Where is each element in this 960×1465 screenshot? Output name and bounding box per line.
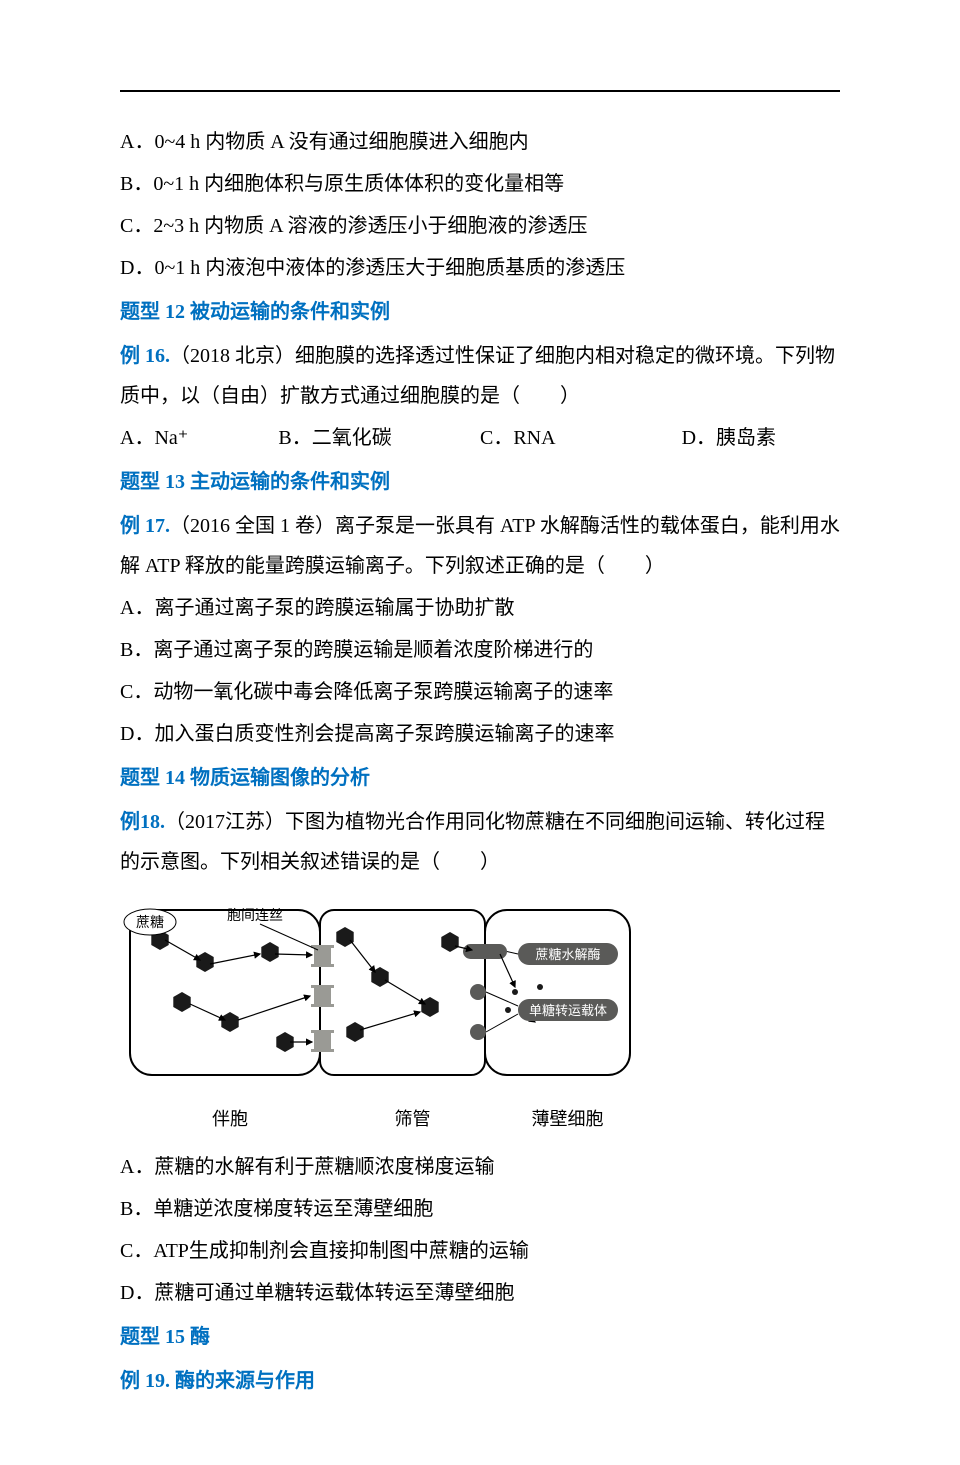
- caption-parenchyma: 薄壁细胞: [495, 1101, 640, 1137]
- section-13-heading: 题型 13 主动运输的条件和实例: [120, 462, 840, 502]
- ex18-choice-d: D．蔗糖可通过单糖转运载体转运至薄壁细胞: [120, 1273, 840, 1313]
- diagram-captions: 伴胞 筛管 薄壁细胞: [130, 1101, 650, 1137]
- ex18-choice-b: B．单糖逆浓度梯度转运至薄壁细胞: [120, 1189, 840, 1229]
- prev-choice-d: D．0~1 h 内液泡中液体的渗透压大于细胞质基质的渗透压: [120, 248, 840, 288]
- example-16-choices: A．Na⁺ B．二氧化碳 C．RNA D．胰岛素: [120, 418, 840, 458]
- svg-text:蔗糖水解酶: 蔗糖水解酶: [535, 947, 600, 962]
- ex16-choice-c: C．RNA: [480, 418, 682, 458]
- section-14-heading: 题型 14 物质运输图像的分析: [120, 758, 840, 798]
- ex16-choice-d: D．胰岛素: [682, 418, 840, 458]
- ex16-choice-a: A．Na⁺: [120, 418, 278, 458]
- example-19-line: 例 19. 酶的来源与作用: [120, 1361, 840, 1401]
- ex17-choice-d: D．加入蛋白质变性剂会提高离子泵跨膜运输离子的速率: [120, 714, 840, 754]
- top-rule: [120, 90, 840, 92]
- example-17-stem: 例 17.（2016 全国 1 卷）离子泵是一张具有 ATP 水解酶活性的载体蛋…: [120, 506, 840, 586]
- svg-text:蔗糖: 蔗糖: [136, 915, 164, 931]
- svg-text:单糖转运载体: 单糖转运载体: [529, 1003, 607, 1018]
- example-18-text: （2017江苏）下图为植物光合作用同化物蔗糖在不同细胞间运输、转化过程的示意图。…: [120, 811, 825, 873]
- ex17-choice-b: B．离子通过离子泵的跨膜运输是顺着浓度阶梯进行的: [120, 630, 840, 670]
- example-18-stem: 例18.（2017江苏）下图为植物光合作用同化物蔗糖在不同细胞间运输、转化过程的…: [120, 802, 840, 882]
- example-16-label: 例 16.: [120, 345, 170, 367]
- example-19-subtitle: 酶的来源与作用: [175, 1370, 315, 1392]
- example-17-text: （2016 全国 1 卷）离子泵是一张具有 ATP 水解酶活性的载体蛋白，能利用…: [120, 515, 840, 577]
- ex17-choice-a: A．离子通过离子泵的跨膜运输属于协助扩散: [120, 588, 840, 628]
- diagram-svg: 蔗糖 胞间连丝蔗糖水解酶单糖转运载体: [120, 892, 640, 1097]
- ex17-choice-c: C．动物一氧化碳中毒会降低离子泵跨膜运输离子的速率: [120, 672, 840, 712]
- ex18-choice-c: C．ATP生成抑制剂会直接抑制图中蔗糖的运输: [120, 1231, 840, 1271]
- ex18-choice-a: A．蔗糖的水解有利于蔗糖顺浓度梯度运输: [120, 1147, 840, 1187]
- example-19-label: 例 19.: [120, 1370, 170, 1392]
- sucrose-transport-diagram: 蔗糖 胞间连丝蔗糖水解酶单糖转运载体 伴胞 筛管 薄壁细胞: [120, 892, 840, 1137]
- example-16-text: （2018 北京）细胞膜的选择透过性保证了细胞内相对稳定的微环境。下列物质中，以…: [120, 345, 835, 407]
- caption-companion-cell: 伴胞: [130, 1101, 330, 1137]
- svg-text:胞间连丝: 胞间连丝: [227, 908, 283, 924]
- prev-choice-a: A．0~4 h 内物质 A 没有通过细胞膜进入细胞内: [120, 122, 840, 162]
- example-18-label: 例18.: [120, 811, 165, 833]
- prev-choice-b: B．0~1 h 内细胞体积与原生质体体积的变化量相等: [120, 164, 840, 204]
- example-17-label: 例 17.: [120, 515, 170, 537]
- section-15-heading: 题型 15 酶: [120, 1317, 840, 1357]
- caption-sieve-tube: 筛管: [330, 1101, 495, 1137]
- section-12-heading: 题型 12 被动运输的条件和实例: [120, 292, 840, 332]
- example-16-stem: 例 16.（2018 北京）细胞膜的选择透过性保证了细胞内相对稳定的微环境。下列…: [120, 336, 840, 416]
- ex16-choice-b: B．二氧化碳: [278, 418, 480, 458]
- prev-choice-c: C．2~3 h 内物质 A 溶液的渗透压小于细胞液的渗透压: [120, 206, 840, 246]
